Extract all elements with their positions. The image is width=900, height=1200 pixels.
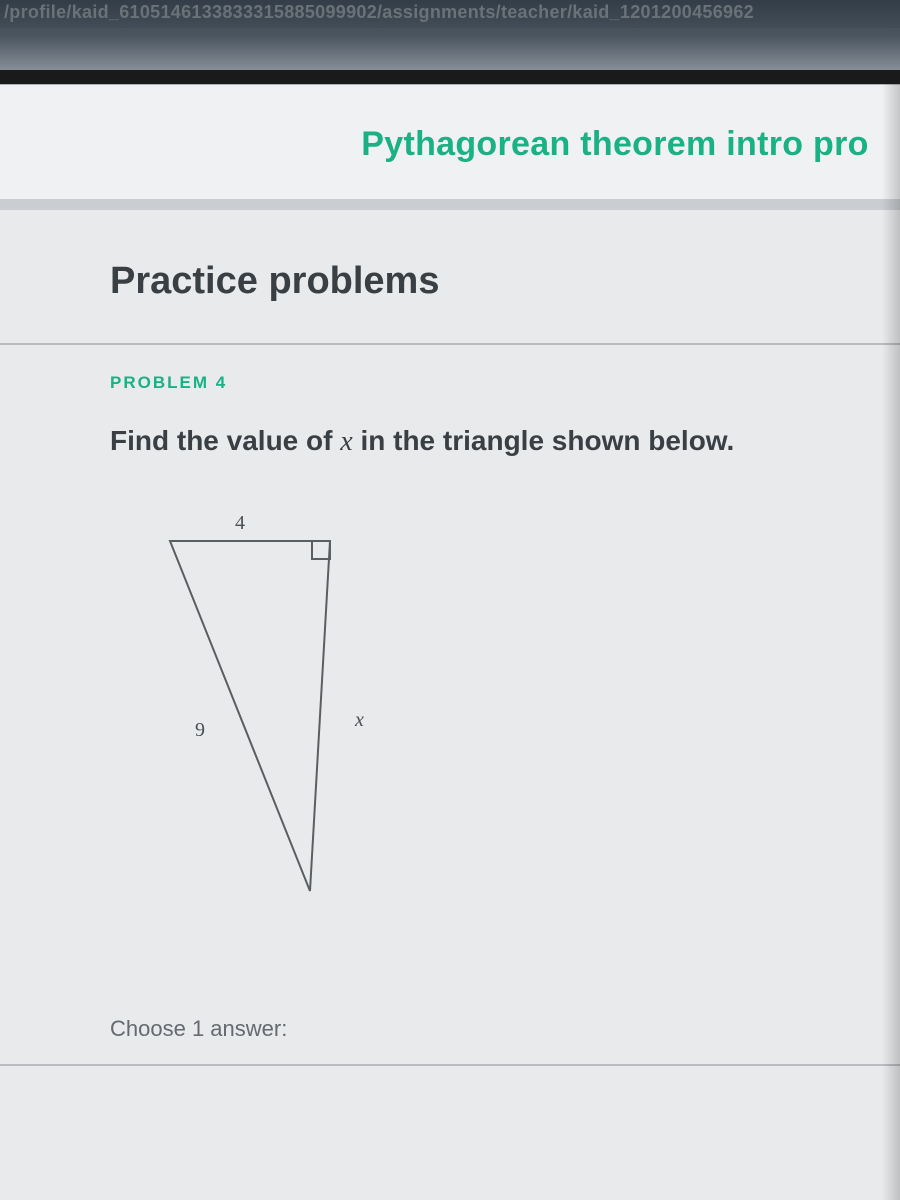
triangle-diagram: 4 9 x <box>140 511 840 926</box>
section-heading: Practice problems <box>110 260 840 303</box>
side-label-right: x <box>354 709 364 731</box>
page-header: Pythagorean theorem intro pro <box>0 84 900 199</box>
triangle-svg: 4 9 x <box>140 511 400 921</box>
triangle-shape <box>170 541 330 891</box>
problem-text-part1: Find the value of <box>110 425 340 456</box>
choose-answer-label: Choose 1 answer: <box>110 1016 840 1042</box>
variable-x: x <box>340 426 352 457</box>
window-top-border <box>0 70 900 84</box>
side-label-hypotenuse: 9 <box>195 719 205 741</box>
problem-text-part2: in the triangle shown below. <box>353 425 735 456</box>
page-title: Pythagorean theorem intro pro <box>0 125 900 164</box>
divider <box>0 1064 900 1066</box>
side-label-top: 4 <box>235 512 245 534</box>
right-angle-icon <box>312 541 330 559</box>
problem-statement: Find the value of x in the triangle show… <box>110 421 840 461</box>
problem-number-label: PROBLEM 4 <box>110 373 840 393</box>
main-content: Practice problems PROBLEM 4 Find the val… <box>0 210 900 1200</box>
divider <box>0 343 900 345</box>
url-bar: /profile/kaid_6105146133833315885099902/… <box>0 0 900 28</box>
